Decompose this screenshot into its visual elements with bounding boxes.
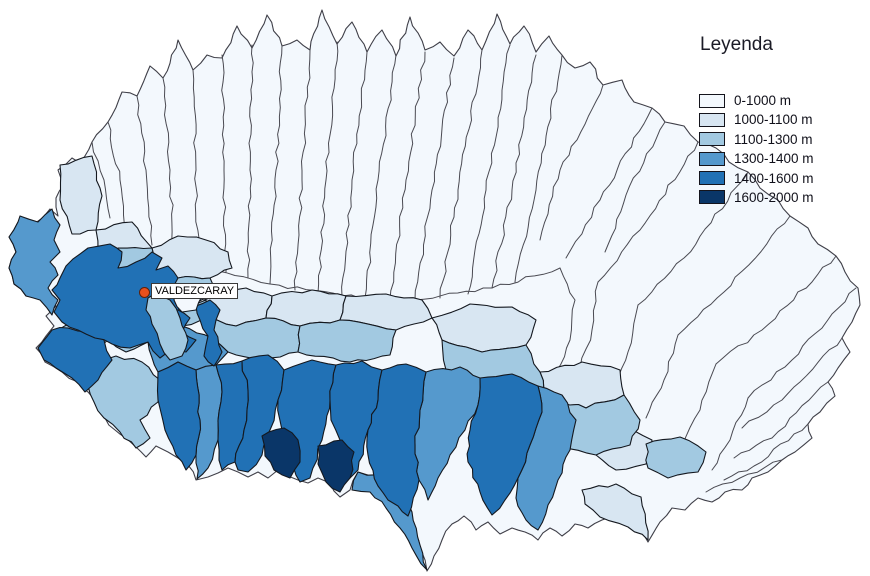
legend-swatch xyxy=(699,132,725,147)
elevation-region-c1 xyxy=(581,483,649,541)
catchment-border-line xyxy=(555,267,576,373)
catchment-border-line xyxy=(221,54,227,273)
legend-item-label: 0-1000 m xyxy=(734,93,792,108)
catchment-border-line xyxy=(246,44,254,279)
legend-items: 0-1000 m 1000-1100 m 1100-1300 m 1300-1400 … xyxy=(699,91,814,207)
catchment-border-line xyxy=(389,51,426,301)
catchment-border-line xyxy=(317,41,339,294)
catchment-border-line xyxy=(741,337,843,429)
catchment-border-line xyxy=(439,49,483,299)
catchment-border-line xyxy=(414,267,561,301)
elevation-region-c3 xyxy=(8,208,61,316)
catchment-border-line xyxy=(467,44,511,295)
legend-swatch xyxy=(699,112,725,127)
elevation-region-c4 xyxy=(195,299,223,367)
catchment-border-line xyxy=(747,287,857,399)
legend-item-label: 1300-1400 m xyxy=(734,151,814,167)
legend-swatch xyxy=(699,171,725,186)
catchment-border-line xyxy=(705,459,783,493)
elevation-region-c4 xyxy=(37,326,113,393)
legend-swatch xyxy=(699,190,725,205)
catchment-border-line xyxy=(514,54,563,283)
legend-item-label: 1600-2000 m xyxy=(734,189,814,205)
valdezcaray-place-label: VALDEZCARAY xyxy=(151,283,239,299)
catchment-border-line xyxy=(677,215,791,336)
catchment-border-line xyxy=(162,77,175,259)
catchment-border-line xyxy=(539,84,604,241)
catchment-border-line xyxy=(192,69,200,266)
legend-item: 0-1000 m xyxy=(699,91,814,110)
catchment-border-line xyxy=(645,334,679,419)
legend-swatch xyxy=(699,93,725,108)
legend-item: 1600-2000 m xyxy=(699,188,814,207)
elevation-region-c4 xyxy=(466,373,543,516)
catchment-border-line xyxy=(733,381,829,459)
legend-item-label: 1100-1300 m xyxy=(734,131,813,147)
legend-item: 1400-1600 m xyxy=(699,169,814,188)
legend-item: 1100-1300 m xyxy=(699,130,814,149)
catchment-border-line xyxy=(565,107,653,259)
elevation-region-c4 xyxy=(156,361,202,471)
legend-item-label: 1000-1100 m xyxy=(734,112,813,128)
elevation-region-c2 xyxy=(87,355,161,449)
catchment-border-line xyxy=(579,281,599,369)
elevation-region-c5 xyxy=(261,427,301,479)
catchment-border-line xyxy=(604,121,666,253)
legend: Leyenda 0-1000 m 1000-1100 m 1100-1300 m 13… xyxy=(699,34,814,207)
catchment-border-line xyxy=(637,171,749,306)
catchment-border-line xyxy=(491,54,537,289)
catchment-border-line xyxy=(364,54,397,299)
legend-item-label: 1400-1600 m xyxy=(734,170,814,186)
catchment-border-line xyxy=(681,363,717,447)
legend-item: 1000-1100 m xyxy=(699,110,814,129)
catchment-border-line xyxy=(341,51,368,297)
catchment-border-line xyxy=(715,255,837,365)
legend-swatch xyxy=(699,151,725,166)
elevation-region-c4 xyxy=(234,354,285,473)
elevation-region-c5 xyxy=(317,439,355,493)
elevation-region-c2 xyxy=(297,319,397,363)
catchment-border-line xyxy=(723,423,809,481)
catchment-border-line xyxy=(91,141,111,219)
elevation-region-c4 xyxy=(366,363,427,517)
elevation-region-c1 xyxy=(59,155,103,235)
catchment-border-line xyxy=(136,95,153,246)
elevation-region-c2 xyxy=(645,436,707,479)
catchment-border-line xyxy=(414,57,455,301)
catchment-border-line xyxy=(293,49,311,291)
catchment-border-line xyxy=(269,44,283,285)
elevation-region-c2 xyxy=(145,291,189,361)
valdezcaray-marker-dot xyxy=(139,287,150,298)
catchment-border-line xyxy=(597,141,699,283)
legend-item: 1300-1400 m xyxy=(699,149,814,168)
legend-title: Leyenda xyxy=(700,34,773,55)
catchment-border-line xyxy=(711,397,749,471)
